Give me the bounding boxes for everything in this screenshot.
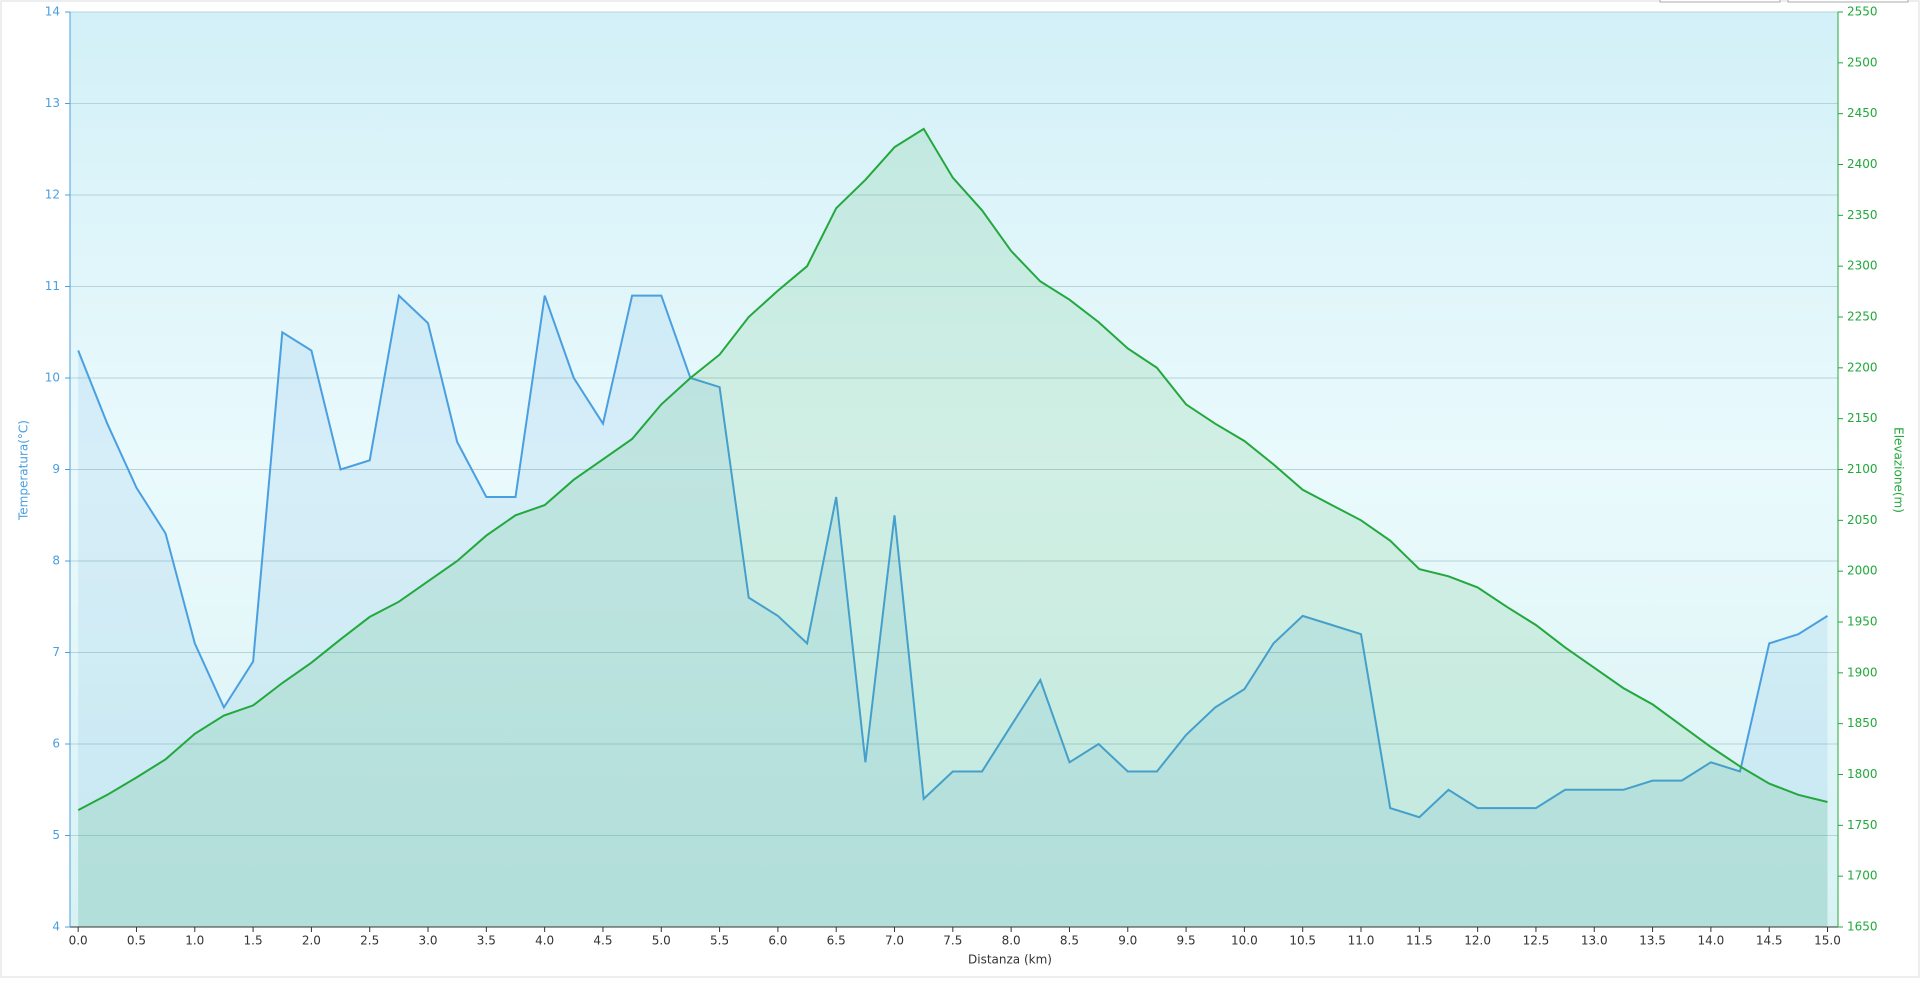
x-tick-label: 11.5	[1406, 934, 1433, 948]
y2-tick-label: 2500	[1847, 55, 1878, 69]
x-tick-label: 3.0	[418, 934, 437, 948]
x-tick-label: 13.5	[1639, 934, 1666, 948]
x-tick-label: 7.5	[943, 934, 962, 948]
x-tick-label: 5.0	[652, 934, 671, 948]
y-tick-label: 10	[45, 371, 60, 385]
x-tick-label: 9.5	[1177, 934, 1196, 948]
y2-tick-label: 2250	[1847, 310, 1878, 324]
series-line	[77, 127, 1828, 811]
x-tick-label: 1.0	[185, 934, 204, 948]
y2-tick-label: 1850	[1847, 716, 1878, 730]
y-tick-label: 4	[52, 920, 60, 934]
y2-tick-label: 2350	[1847, 208, 1878, 222]
y-tick-label: 6	[52, 737, 60, 751]
x-tick-label: 8.5	[1060, 934, 1079, 948]
x-tick-label: 11.0	[1348, 934, 1375, 948]
y2-tick-label: 2450	[1847, 106, 1878, 120]
x-tick-label: 10.0	[1231, 934, 1258, 948]
x-tick-label: 2.0	[302, 934, 321, 948]
series-line	[77, 293, 1829, 819]
y2-tick-label: 2050	[1847, 513, 1878, 527]
y2-tick-label: 2300	[1847, 259, 1878, 273]
y2-tick-label: 1650	[1847, 920, 1878, 934]
x-tick-label: 0.0	[69, 934, 88, 948]
y2-tick-label: 2150	[1847, 411, 1878, 425]
y2-tick-label: 1950	[1847, 615, 1878, 629]
series-area	[78, 295, 1828, 928]
x-tick-label: 14.0	[1698, 934, 1725, 948]
x-tick-label: 10.5	[1289, 934, 1316, 948]
x-tick-label: 9.0	[1118, 934, 1137, 948]
x-tick-label: 1.5	[244, 934, 263, 948]
y-tick-label: 5	[52, 828, 60, 842]
y2-tick-label: 2400	[1847, 157, 1878, 171]
y2-axis-title: Elevazione(m)	[1892, 427, 1906, 513]
y-tick-label: 13	[45, 96, 60, 110]
y2-tick-label: 1750	[1847, 818, 1878, 832]
x-tick-label: 4.5	[593, 934, 612, 948]
y-axis-title: Temperatura(°C)	[17, 420, 31, 521]
x-tick-label: 0.5	[127, 934, 146, 948]
button[interactable]	[1659, 0, 1781, 3]
y2-tick-label: 1700	[1847, 869, 1878, 883]
x-tick-label: 12.0	[1464, 934, 1491, 948]
y2-tick-label: 1800	[1847, 767, 1878, 781]
x-tick-label: 5.5	[710, 934, 729, 948]
series-area	[78, 128, 1828, 927]
y-tick-label: 9	[52, 462, 60, 476]
x-tick-label: 3.5	[477, 934, 496, 948]
y2-tick-label: 1900	[1847, 665, 1878, 679]
y2-tick-label: 2000	[1847, 564, 1878, 578]
x-tick-label: 13.0	[1581, 934, 1608, 948]
y-tick-label: 14	[45, 5, 60, 19]
x-tick-label: 2.5	[360, 934, 379, 948]
y-tick-label: 8	[52, 554, 60, 568]
y2-tick-label: 2550	[1847, 5, 1878, 19]
x-tick-label: 14.5	[1756, 934, 1783, 948]
x-tick-label: 12.5	[1523, 934, 1550, 948]
y2-tick-label: 2100	[1847, 462, 1878, 476]
y-tick-label: 7	[52, 645, 60, 659]
button[interactable]	[1787, 0, 1909, 3]
x-axis-title: Distanza (km)	[968, 953, 1052, 967]
y-tick-label: 12	[45, 188, 60, 202]
x-tick-label: 8.0	[1002, 934, 1021, 948]
x-tick-label: 6.5	[827, 934, 846, 948]
x-tick-label: 15.0	[1814, 934, 1841, 948]
x-tick-label: 4.0	[535, 934, 554, 948]
x-tick-label: 6.0	[768, 934, 787, 948]
y-tick-label: 11	[45, 279, 60, 293]
y2-tick-label: 2200	[1847, 360, 1878, 374]
x-tick-label: 7.0	[885, 934, 904, 948]
